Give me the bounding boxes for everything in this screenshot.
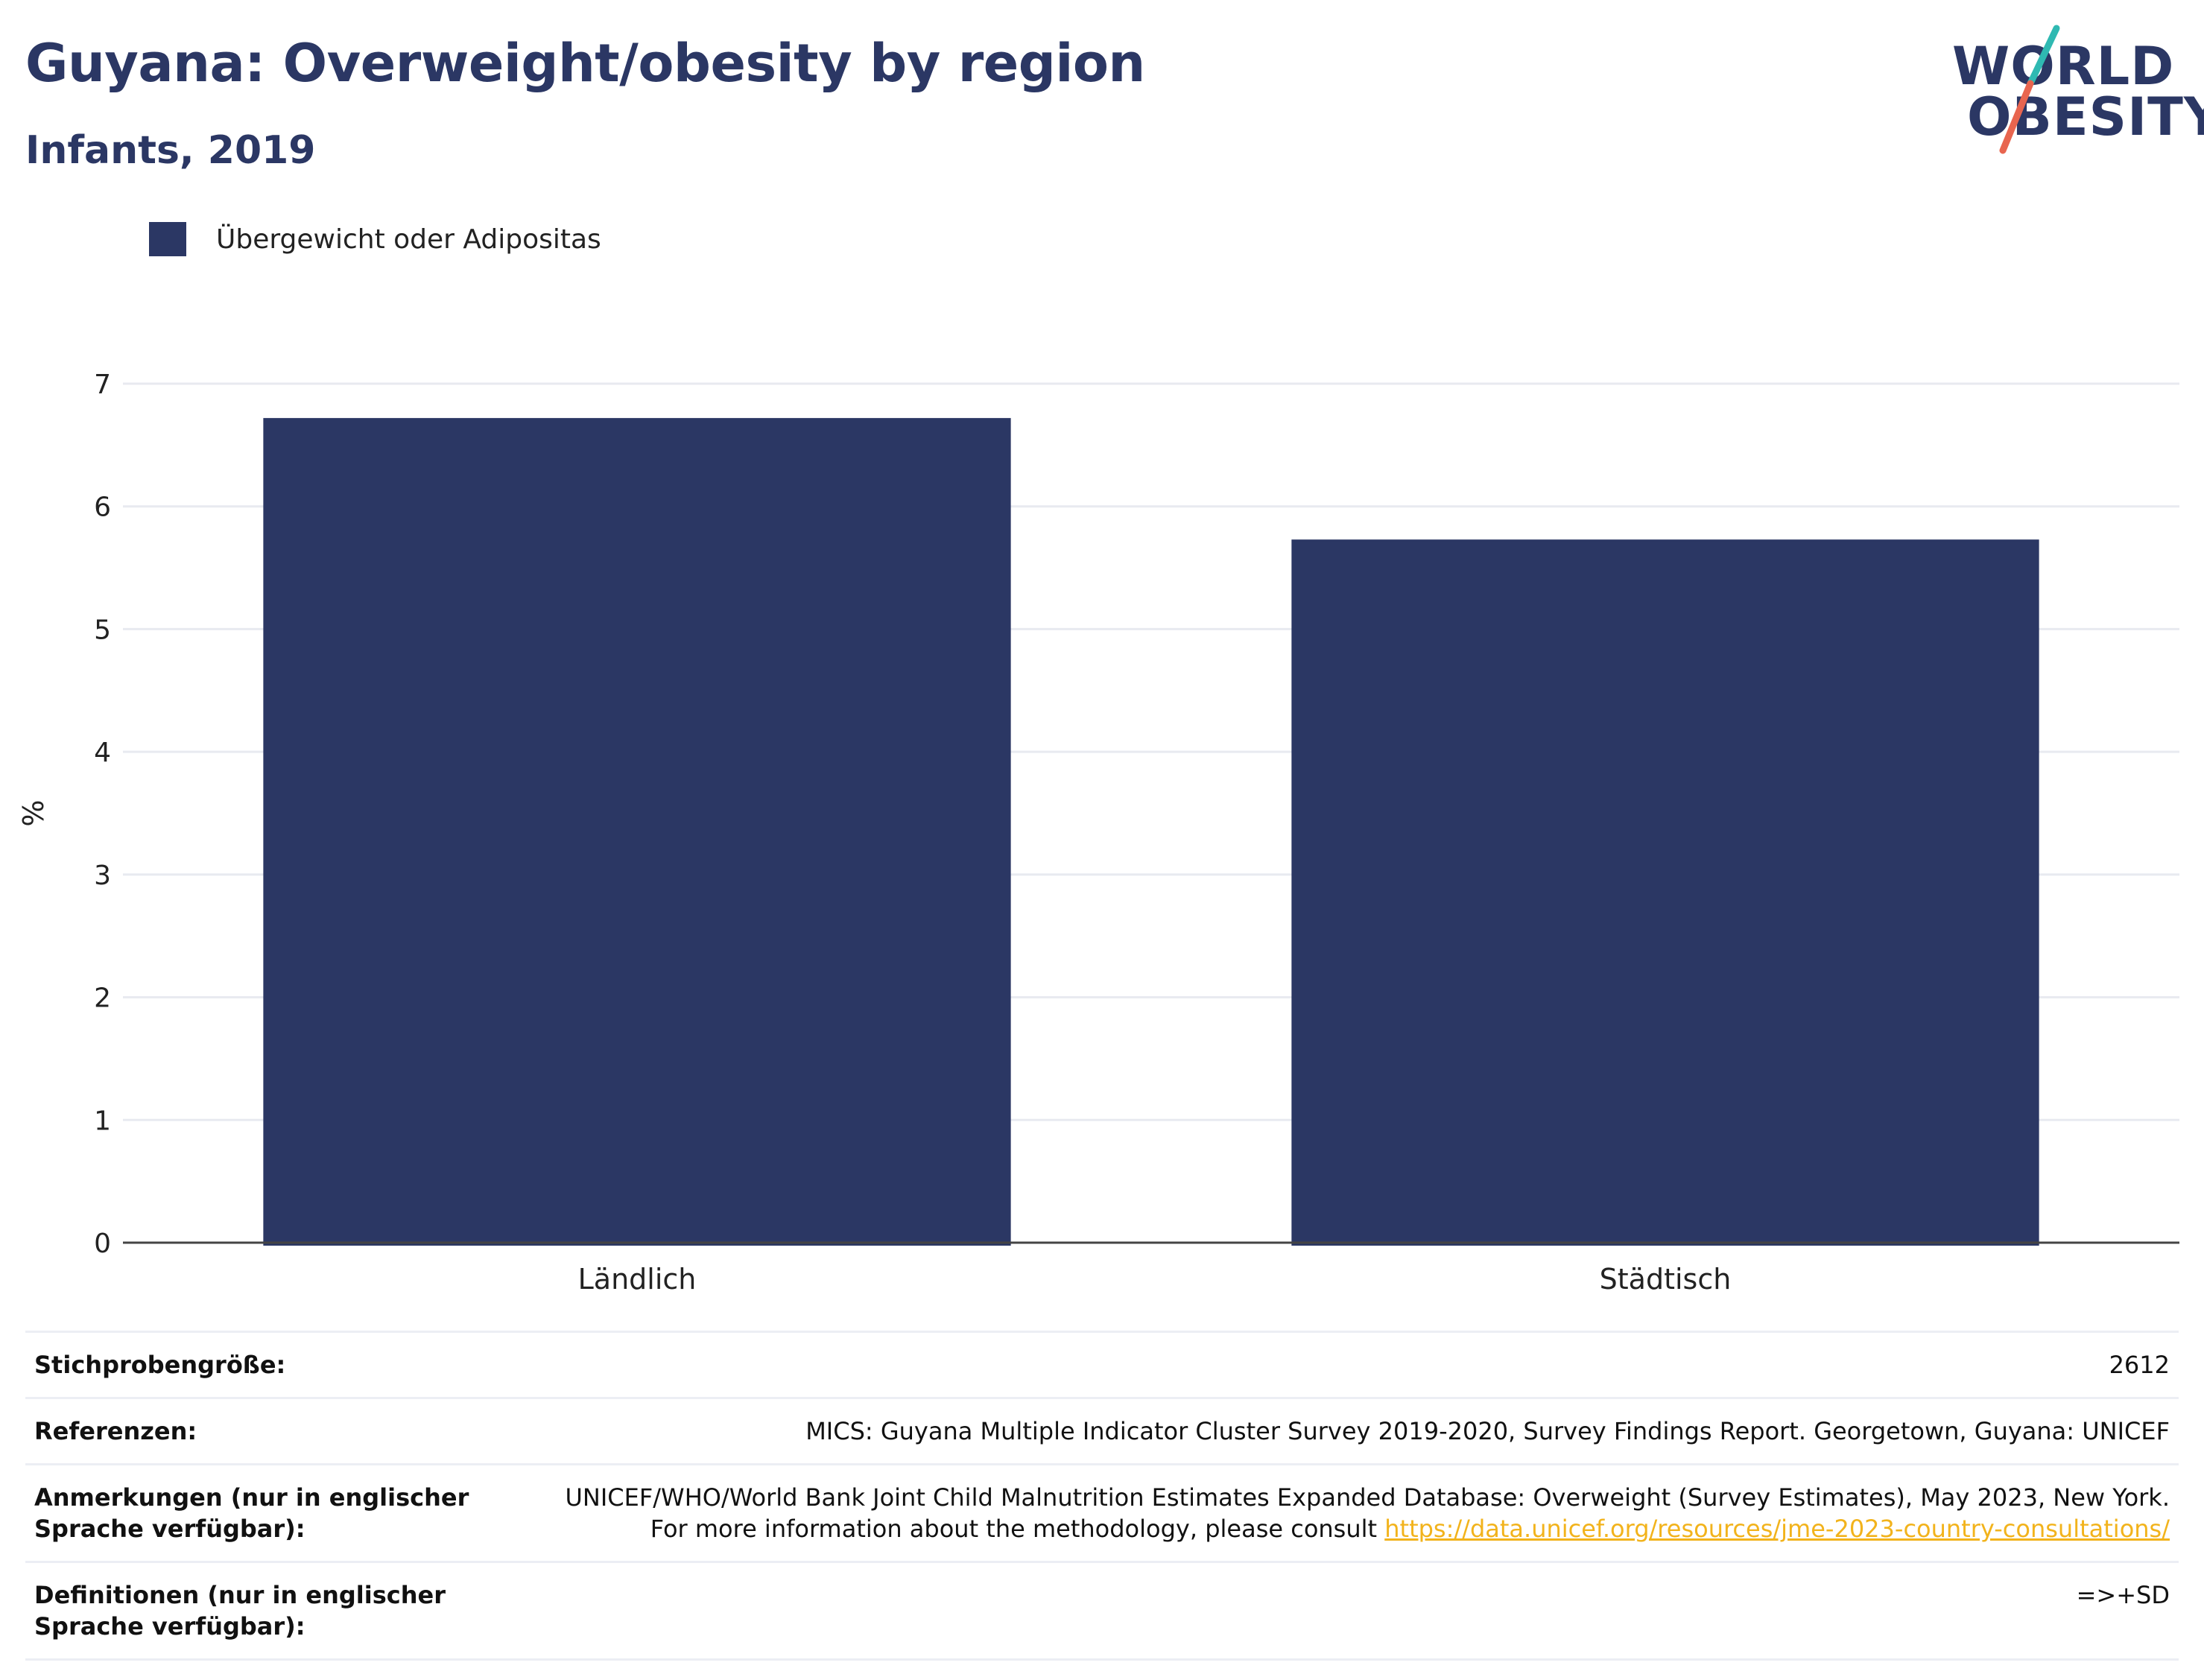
info-value-cell: UNICEF/WHO/World Bank Joint Child Malnut… <box>550 1463 2179 1563</box>
legend-label: Übergewicht oder Adipositas <box>216 224 601 255</box>
chart-subtitle: Infants, 2019 <box>25 128 316 173</box>
info-value: =>+SD <box>550 1561 2179 1661</box>
chart-legend: Übergewicht oder Adipositas <box>149 222 601 256</box>
world-obesity-logo: WORLD OBESITY <box>1937 22 2204 156</box>
bar <box>1291 539 2039 1246</box>
info-value: 2612 <box>550 1331 2179 1399</box>
bar-chart: 0 1 2 3 4 5 6 7% Ländlich Städtisch <box>17 370 2179 1296</box>
y-axis-label: % <box>17 799 50 826</box>
legend-swatch <box>149 222 186 256</box>
info-row-references: Referenzen: MICS: Guyana Multiple Indica… <box>25 1397 2179 1465</box>
info-key: Anmerkungen (nur in englischer Sprache v… <box>25 1463 550 1563</box>
y-tick-label: 0 <box>94 1229 111 1259</box>
logo-line1: WORLD <box>1952 36 2175 97</box>
methodology-link[interactable]: https://data.unicef.org/resources/jme-20… <box>1384 1515 2170 1543</box>
y-tick-label: 6 <box>94 492 111 523</box>
chart-title: Guyana: Overweight/obesity by region <box>25 33 1145 94</box>
y-tick-label: 2 <box>94 983 111 1014</box>
info-value: UNICEF/WHO/World Bank Joint Child Malnut… <box>565 1483 2170 1543</box>
info-value: MICS: Guyana Multiple Indicator Cluster … <box>550 1397 2179 1465</box>
x-tick-label: Städtisch <box>1600 1263 1732 1296</box>
y-tick-label: 7 <box>94 370 111 400</box>
logo-slash-icon <box>1999 25 2060 154</box>
bar <box>263 418 1011 1246</box>
x-tick-label: Ländlich <box>578 1263 697 1296</box>
y-tick-label: 4 <box>94 738 111 768</box>
info-key: Definitionen (nur in englischer Sprache … <box>25 1561 550 1661</box>
y-tick-label: 1 <box>94 1106 111 1136</box>
info-row-definitions: Definitionen (nur in englischer Sprache … <box>25 1561 2179 1661</box>
info-key: Referenzen: <box>25 1397 550 1465</box>
info-table: Stichprobengröße: 2612 Referenzen: MICS:… <box>25 1331 2179 1661</box>
info-row-sample-size: Stichprobengröße: 2612 <box>25 1331 2179 1399</box>
info-row-notes: Anmerkungen (nur in englischer Sprache v… <box>25 1463 2179 1563</box>
y-tick-label: 5 <box>94 615 111 645</box>
info-key: Stichprobengröße: <box>25 1331 550 1399</box>
y-tick-label: 3 <box>94 860 111 891</box>
